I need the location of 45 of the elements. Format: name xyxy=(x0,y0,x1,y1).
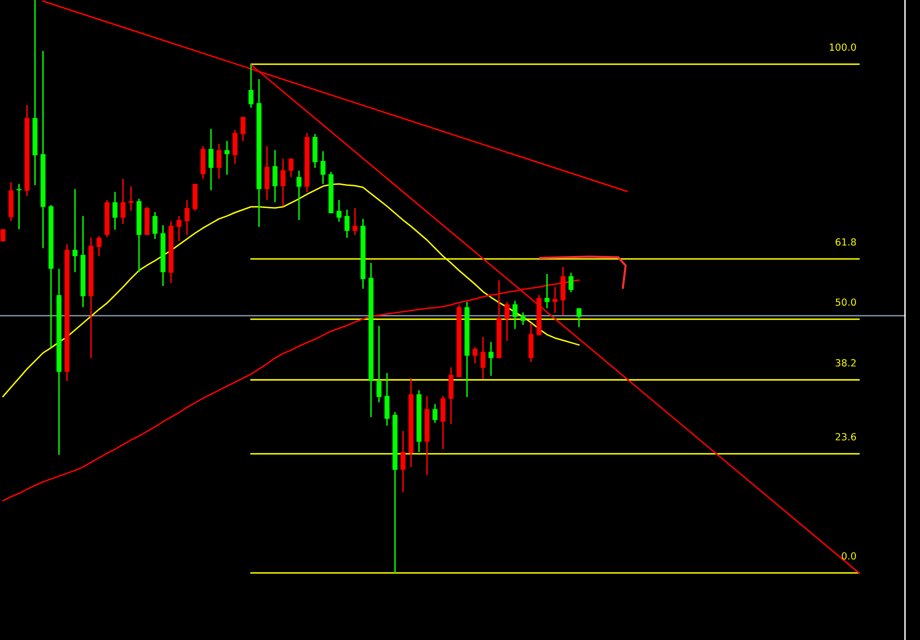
candlestick xyxy=(576,308,582,328)
candlestick xyxy=(480,336,486,380)
candlestick xyxy=(344,209,350,238)
candlestick xyxy=(112,191,118,230)
candlestick xyxy=(336,199,342,222)
candlestick xyxy=(240,116,246,142)
candlestick xyxy=(216,143,222,180)
candlestick xyxy=(128,186,134,212)
candlestick xyxy=(488,341,494,377)
candlestick xyxy=(72,188,78,273)
candlestick xyxy=(352,207,358,236)
candlestick xyxy=(472,346,478,364)
candlestick xyxy=(224,140,230,176)
annotation: 23.6 xyxy=(836,433,856,440)
candlestick xyxy=(512,300,518,330)
candlestick xyxy=(248,64,254,108)
candlestick xyxy=(552,286,558,314)
annotation: 50.0 xyxy=(836,298,856,306)
candlestick xyxy=(184,199,190,236)
annotation: 100.0 xyxy=(830,43,856,51)
candlestick xyxy=(432,403,438,424)
candlestick xyxy=(176,215,182,242)
candlestick xyxy=(152,211,158,240)
candlestick xyxy=(288,157,294,178)
candlestick xyxy=(320,150,326,185)
annotation: 0.0 xyxy=(842,552,856,560)
candlestick xyxy=(280,158,286,207)
candlestick xyxy=(544,273,550,309)
candlestick xyxy=(272,149,278,203)
candlestick xyxy=(232,129,238,165)
candlestick xyxy=(400,430,406,493)
candlestick xyxy=(120,178,126,225)
candlestick xyxy=(568,272,574,293)
candlestick xyxy=(504,301,510,342)
annotation: 38.2 xyxy=(836,359,856,367)
candlestick xyxy=(264,145,270,201)
candlestick xyxy=(376,325,382,403)
candlestick xyxy=(520,312,526,326)
candlestick xyxy=(384,372,390,426)
candlestick xyxy=(296,170,302,221)
candlestick xyxy=(440,395,446,450)
candlestick xyxy=(96,235,102,257)
annotation: 61.8 xyxy=(836,238,856,246)
candlestick xyxy=(208,128,214,191)
candlestick xyxy=(0,228,6,242)
